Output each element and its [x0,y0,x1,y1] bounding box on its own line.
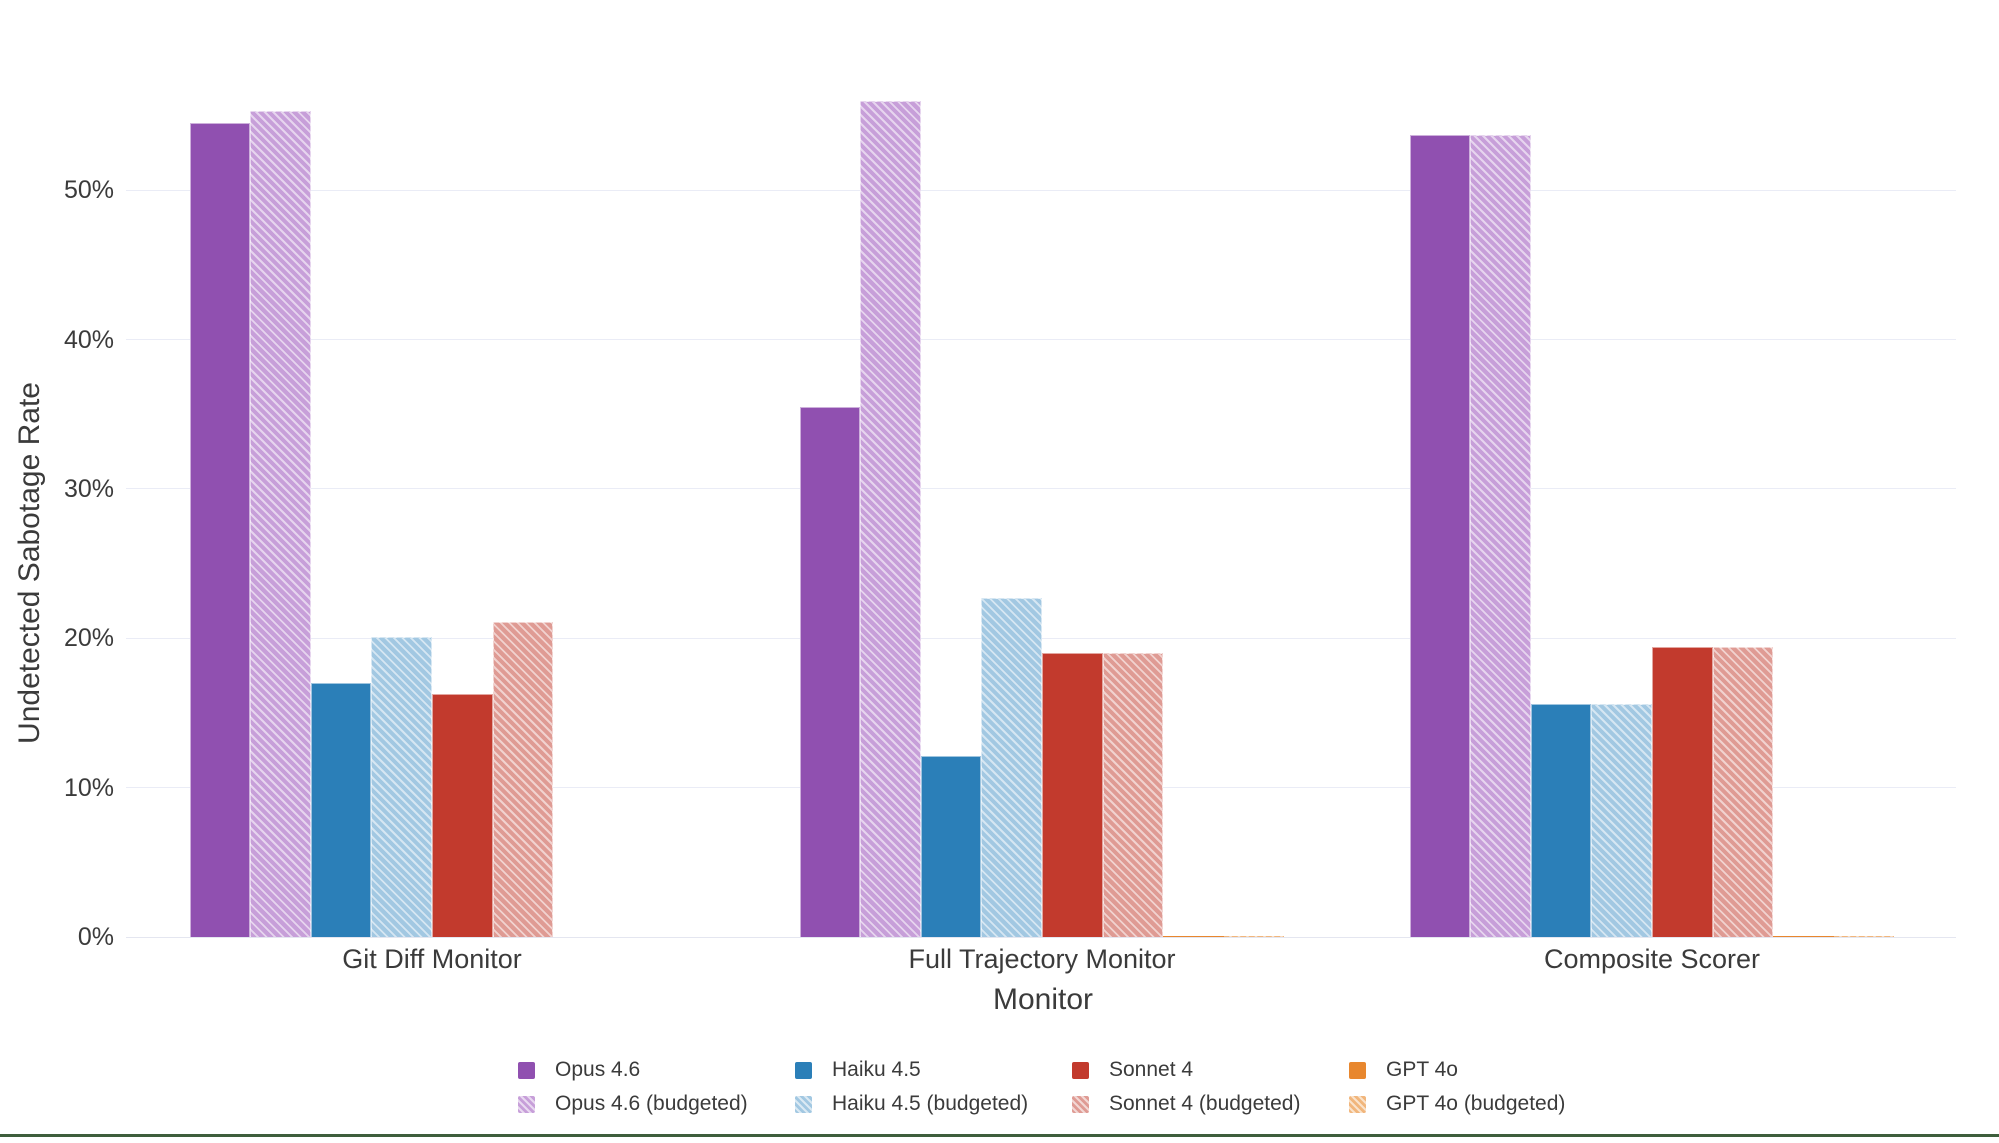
gridline-40% [126,339,1956,341]
bar-opus-4-6-budgeted-git-diff-monitor [250,111,311,937]
bar-sonnet-4-composite-scorer [1652,647,1713,937]
gridline-30% [126,488,1956,490]
bar-sonnet-4-budgeted-git-diff-monitor [492,621,554,937]
legend-label: GPT 4o (budgeted) [1386,1092,1566,1115]
legend-swatch-icon [795,1061,812,1079]
legend-label: Haiku 4.5 [832,1058,921,1081]
y-tick-label: 50% [63,176,114,205]
legend-swatch-icon [1349,1061,1366,1079]
legend-item-gpt-4o[interactable]: GPT 4o [1349,1058,1458,1082]
bar-haiku-4-5-budgeted-git-diff-monitor [371,636,432,937]
legend-label: Haiku 4.5 (budgeted) [832,1092,1029,1115]
bar-gpt-4o-full-trajectory-monitor [1163,935,1224,937]
y-tick-label: 10% [63,773,114,802]
bar-opus-4-6-budgeted-full-trajectory-monitor [860,100,921,937]
legend-label: Sonnet 4 (budgeted) [1109,1092,1301,1115]
bar-sonnet-4-git-diff-monitor [432,693,493,937]
bar-opus-4-6-composite-scorer [1409,135,1471,937]
legend-swatch-icon [1072,1061,1089,1079]
bar-opus-4-6-full-trajectory-monitor [799,406,861,937]
legend-item-sonnet-4[interactable]: Sonnet 4 [1072,1058,1193,1082]
bar-haiku-4-5-budgeted-composite-scorer [1591,704,1652,937]
x-tick-label-full-trajectory-monitor: Full Trajectory Monitor [908,944,1176,974]
bar-gpt-4o-budgeted-full-trajectory-monitor [1223,935,1285,937]
bar-haiku-4-5-budgeted-full-trajectory-monitor [981,598,1042,937]
legend-item-sonnet-4-budgeted[interactable]: Sonnet 4 (budgeted) [1072,1092,1300,1116]
legend-swatch-icon [518,1095,535,1113]
y-tick-label: 30% [63,474,114,503]
legend-label: GPT 4o [1386,1058,1458,1081]
y-tick-label: 0% [77,923,114,951]
bar-opus-4-6-git-diff-monitor [189,123,251,937]
legend-label: Opus 4.6 (budgeted) [555,1092,748,1115]
gridline-50% [126,189,1956,191]
legend-swatch-icon [518,1061,535,1079]
legend-item-gpt-4o-budgeted[interactable]: GPT 4o (budgeted) [1349,1092,1565,1116]
legend-label: Sonnet 4 [1109,1058,1194,1081]
legend-item-opus-4-6-budgeted[interactable]: Opus 4.6 (budgeted) [518,1092,748,1116]
window-divider-line [0,1134,1999,1137]
bar-haiku-4-5-composite-scorer [1530,704,1592,937]
bar-sonnet-4-full-trajectory-monitor [1042,653,1103,937]
legend-swatch-icon [795,1095,812,1113]
bar-gpt-4o-budgeted-composite-scorer [1833,935,1895,937]
bar-haiku-4-5-git-diff-monitor [310,683,372,937]
bar-haiku-4-5-full-trajectory-monitor [920,756,982,937]
legend-swatch-icon [1349,1095,1366,1113]
legend-item-opus-4-6[interactable]: Opus 4.6 [518,1058,640,1082]
legend-swatch-icon [1072,1095,1089,1113]
x-tick-label-composite-scorer: Composite Scorer [1543,944,1761,974]
y-tick-label: 40% [63,325,114,354]
y-axis-title: Undetected Sabotage Rate [13,382,46,744]
y-tick-label: 20% [63,624,114,653]
x-axis-title: Monitor [992,983,1094,1016]
legend-item-haiku-4-5[interactable]: Haiku 4.5 [795,1058,921,1082]
bar-gpt-4o-composite-scorer [1773,935,1834,937]
bar-sonnet-4-budgeted-full-trajectory-monitor [1102,653,1164,937]
bar-sonnet-4-budgeted-composite-scorer [1712,647,1774,937]
x-tick-label-git-diff-monitor: Git Diff Monitor [342,944,522,974]
bar-opus-4-6-budgeted-composite-scorer [1470,135,1531,937]
legend-item-haiku-4-5-budgeted[interactable]: Haiku 4.5 (budgeted) [795,1092,1028,1116]
legend-label: Opus 4.6 [555,1058,641,1081]
gridline-0% [126,936,1956,938]
